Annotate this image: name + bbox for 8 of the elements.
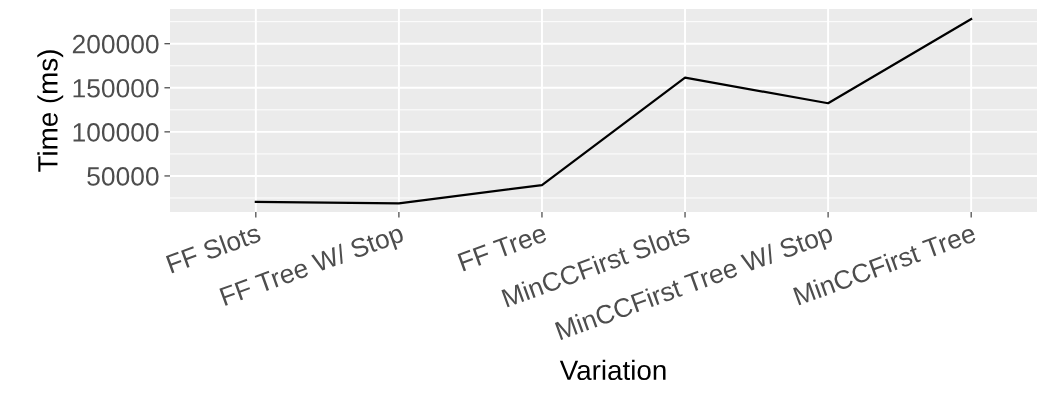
y-tick-label: 200000 (72, 34, 159, 54)
x-tick-label: FF Slots (165, 222, 262, 274)
y-tick-label: 150000 (73, 78, 159, 98)
x-axis-title: Variation (559, 359, 666, 381)
y-tick-label: 50000 (87, 167, 159, 186)
y-tick-label: 100000 (73, 123, 159, 142)
line-series (254, 17, 973, 205)
y-axis-title: Time (ms) (37, 50, 64, 172)
